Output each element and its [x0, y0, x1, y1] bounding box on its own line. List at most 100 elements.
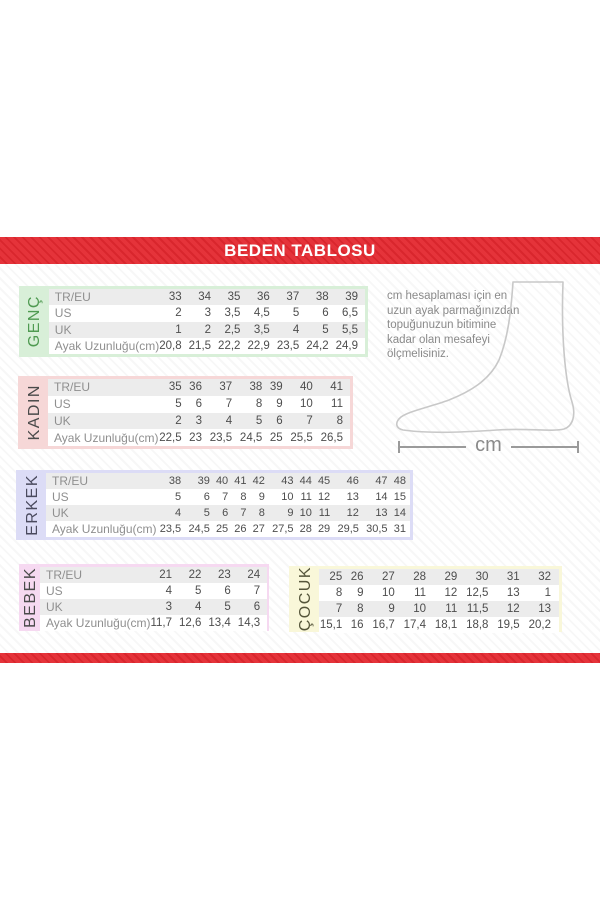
group-label-text: GENÇ	[26, 295, 44, 348]
row-label: Ayak Uzunluğu(cm)	[52, 522, 157, 536]
size-cell: 18,1	[434, 619, 458, 631]
size-cell: 6	[203, 491, 210, 503]
size-cell: 18,8	[466, 619, 489, 631]
size-cell: 10	[300, 398, 313, 411]
size-cell: 5	[175, 491, 182, 503]
size-cell: 22,2	[218, 339, 241, 352]
size-cell: 10	[382, 587, 395, 599]
size-cell: 6,5	[342, 307, 358, 320]
size-cell: 34	[198, 291, 212, 304]
size-cell: 3	[204, 307, 212, 320]
size-cell: 6	[253, 601, 261, 613]
size-cell: 6	[195, 398, 202, 411]
size-cell: 28	[299, 523, 312, 535]
page-title: BEDEN TABLOSU	[224, 240, 376, 260]
size-cell: 43	[281, 475, 294, 487]
size-cell: 26	[350, 571, 364, 583]
size-cell: 38	[249, 381, 263, 394]
size-cell: 7	[225, 398, 233, 411]
row-label: UK	[52, 506, 69, 520]
size-cell: 36	[189, 381, 202, 394]
size-row: UK 4 5 6 7 8 9 10 11 12 13 14	[46, 505, 410, 521]
size-cell: 9	[287, 507, 294, 519]
size-cell: 31	[506, 571, 520, 583]
size-cell: 42	[252, 475, 265, 487]
size-cell: 22,5	[159, 431, 182, 444]
size-table-kadin: KADIN TR/EU 35 36 37 38 39 40 41 US 5 6 7 8 9 10 11 UK 2 3…	[18, 376, 353, 449]
size-values-table: TR/EU 38 39 40 41 42 43 44 45 46 47 48 US 5 6 7 8 9 10 11 12…	[46, 473, 410, 537]
size-cell: 44	[299, 475, 312, 487]
size-cell: 12	[506, 603, 520, 615]
foot-outline-icon	[395, 281, 575, 434]
size-row: US 5 6 7 8 9 10 11 12 13 14 15	[46, 489, 410, 505]
size-cell: 30,5	[366, 523, 388, 535]
size-cell: 4	[292, 323, 300, 336]
size-cell: 9	[276, 398, 283, 411]
size-cell: 12,5	[466, 587, 489, 599]
bottom-band	[0, 653, 600, 663]
size-cell: 41	[330, 381, 343, 394]
size-row: UK 1 2 2,5 3,5 4 5 5,5	[48, 321, 365, 338]
size-cell: 8	[357, 603, 364, 615]
row-label: Ayak Uzunluğu(cm)	[54, 430, 159, 445]
row-label: TR/EU	[52, 474, 88, 488]
size-cell: 27	[382, 571, 395, 583]
size-cell: 36	[257, 291, 270, 304]
size-cell: 4	[195, 601, 202, 613]
size-cell: 11	[445, 603, 458, 615]
size-row: US 2 3 3,5 4,5 5 6 6,5	[49, 305, 365, 321]
size-row: US 4 5 6 7	[40, 583, 267, 599]
size-row: 7 8 9 10 11 11,5 12 13	[319, 601, 559, 617]
row-label: US	[54, 306, 72, 321]
size-row: 8 9 10 11 12 12,5 13 1	[319, 585, 559, 601]
size-values-table: TR/EU 21 22 23 24 US 4 5 6 7 UK 3 4 5 6 Ayak Uzunluğu(c…	[40, 567, 268, 631]
size-row: UK 3 4 5 6	[40, 599, 268, 615]
size-cell: 2	[204, 323, 212, 336]
size-row: US 5 6 7 8 9 10 11	[48, 396, 350, 413]
size-cell: 7	[253, 585, 261, 597]
row-label: TR/EU	[46, 568, 82, 582]
size-cell: 15	[393, 491, 406, 503]
size-cell: 13	[538, 603, 551, 615]
size-cell: 11	[318, 507, 331, 519]
size-cell: 11	[414, 587, 427, 599]
size-cell: 6	[322, 307, 329, 320]
group-label-genc: GENÇ	[22, 289, 49, 354]
size-cell: 16	[350, 619, 364, 631]
group-label-kadin: KADIN	[21, 379, 48, 446]
size-cell: 10	[299, 507, 312, 519]
size-cell: 19,5	[497, 619, 520, 631]
size-cell: 8	[336, 414, 343, 427]
size-table-erkek: ERKEK TR/EU 38 39 40 41 42 43 44 45 46 47 48 US 5 6 7 8 9…	[16, 470, 413, 540]
size-row: TR/EU 38 39 40 41 42 43 44 45 46 47 48	[46, 473, 410, 489]
size-cell: 4	[165, 585, 173, 597]
size-cell: 7	[335, 603, 343, 615]
size-cell: 10	[281, 491, 294, 503]
size-cell: 12	[444, 587, 458, 599]
size-cell: 3	[195, 414, 202, 427]
row-label: Ayak Uzunluğu(cm)	[54, 338, 160, 353]
size-row: Ayak Uzunluğu(cm) 22,5 23 23,5 24,5 25 25,5 26,…	[48, 429, 350, 446]
group-label-bebek: BEBEK	[22, 567, 40, 628]
size-cell: 26,5	[320, 431, 343, 444]
size-values-table: TR/EU 33 34 35 36 37 38 39 US 2 3 3,5 4,5 5 6 6,5 UK 1 2 2,…	[48, 289, 365, 354]
size-cell: 7	[306, 414, 313, 427]
size-cell: 4,5	[253, 307, 270, 320]
size-cell: 22,9	[247, 339, 270, 352]
size-cell: 45	[317, 475, 331, 487]
measure-line-right	[510, 446, 578, 448]
size-cell: 4	[175, 507, 182, 519]
size-cell: 3	[165, 601, 173, 613]
size-cell: 24,2	[306, 339, 329, 352]
size-cell: 13	[375, 507, 388, 519]
size-cell: 20,8	[159, 339, 182, 352]
size-cell: 22	[188, 569, 202, 581]
size-cell: 24,5	[188, 523, 210, 535]
size-cell: 6	[224, 585, 231, 597]
size-cell: 24,9	[335, 339, 358, 352]
size-cell: 30	[475, 571, 489, 583]
size-cell: 5	[175, 398, 182, 411]
measure-tick-left	[398, 441, 400, 453]
size-cell: 23,5	[159, 523, 182, 535]
group-label-cocuk: ÇOCUK	[292, 566, 319, 631]
